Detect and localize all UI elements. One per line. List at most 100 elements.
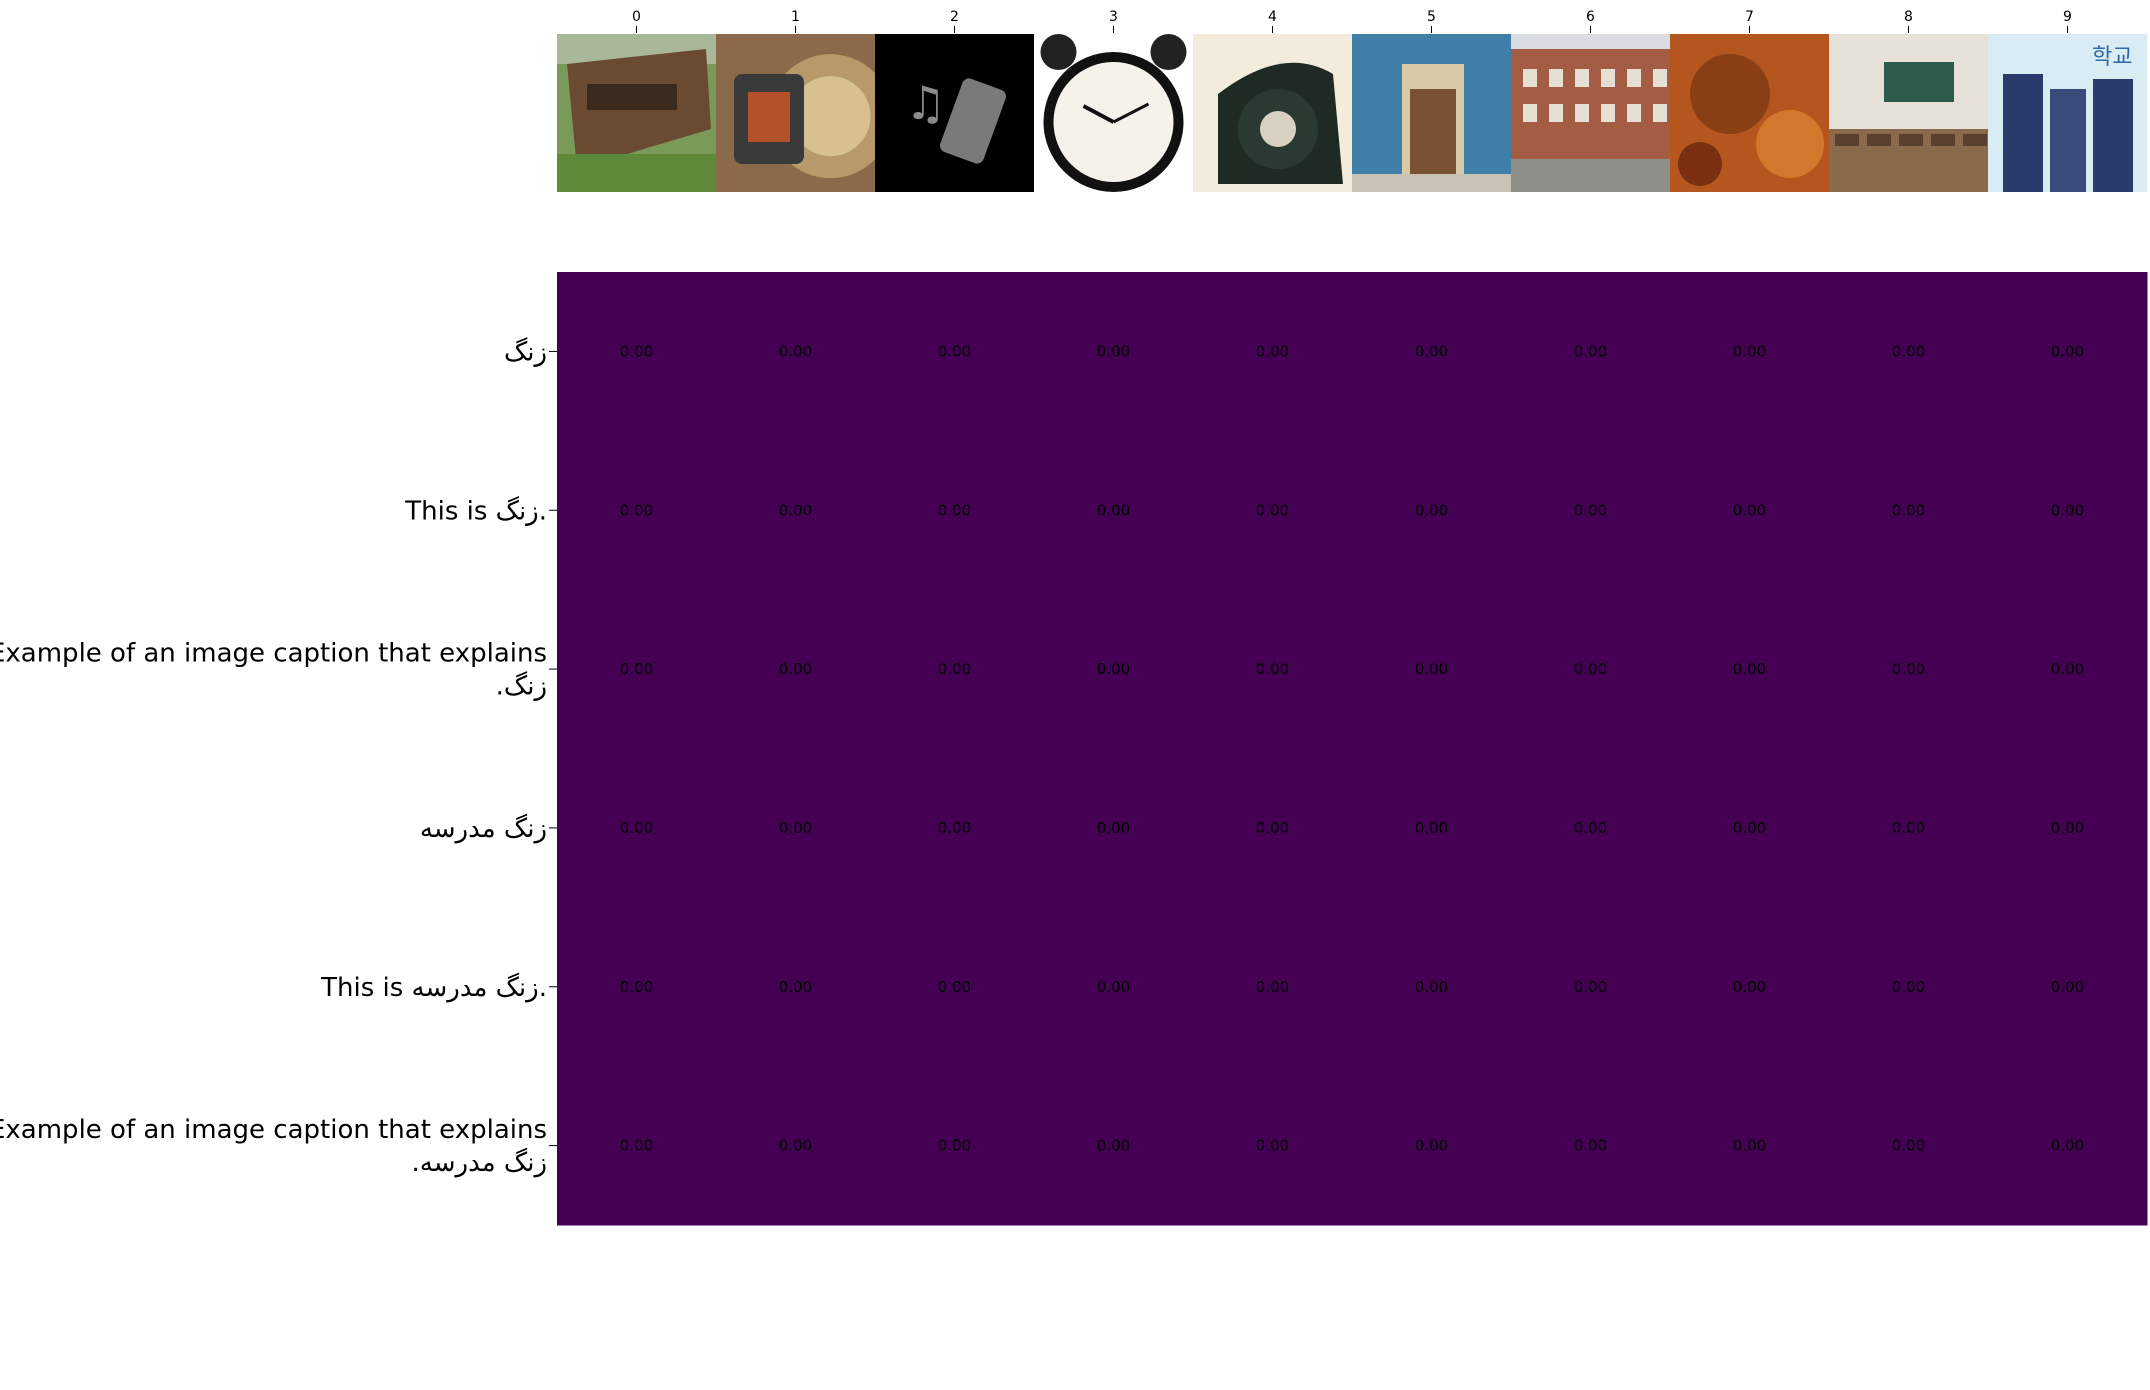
heatmap-cell xyxy=(1193,748,1353,908)
cell-value-label: 0.00 xyxy=(1733,342,1766,360)
cell-value-label: 0.00 xyxy=(938,819,971,837)
heatmap-cell xyxy=(1193,272,1353,432)
heatmap-cell xyxy=(1829,589,1989,749)
heatmap-cell xyxy=(557,589,717,749)
y-tick-label: زنگ. xyxy=(496,671,547,702)
svg-text:♫: ♫ xyxy=(905,76,946,130)
thumbnail-empty-classroom xyxy=(1829,34,1988,192)
thumbnail-korean-school-drama-poster: 학교 xyxy=(1988,34,2147,192)
heatmap-cell xyxy=(1988,430,2148,591)
cell-value-label: 0.00 xyxy=(779,819,812,837)
cell-value-label: 0.00 xyxy=(620,1137,653,1155)
heatmap-cell xyxy=(1034,589,1194,749)
heatmap-cell xyxy=(1670,589,1830,749)
heatmap-cell xyxy=(1034,1066,1194,1226)
y-tick-label: This is زنگ. xyxy=(404,495,547,526)
cell-value-label: 0.00 xyxy=(1574,501,1607,519)
x-tick-label: 3 xyxy=(1109,9,1118,25)
cell-value-label: 0.00 xyxy=(1733,978,1766,996)
x-tick-label: 6 xyxy=(1586,9,1595,25)
cell-value-label: 0.00 xyxy=(1097,501,1130,519)
cell-value-label: 0.00 xyxy=(1256,342,1289,360)
cell-value-label: 0.00 xyxy=(620,660,653,678)
cell-value-label: 0.00 xyxy=(938,501,971,519)
heatmap-cell xyxy=(716,430,876,591)
heatmap-cell xyxy=(875,748,1035,908)
cell-value-label: 0.00 xyxy=(620,978,653,996)
cell-value-label: 0.00 xyxy=(938,660,971,678)
cell-value-label: 0.00 xyxy=(1415,342,1448,360)
heatmap-cell xyxy=(557,748,717,908)
heatmap-cell xyxy=(1034,430,1194,591)
thumbnail-rusty-abandoned-railway-carriage xyxy=(557,34,716,192)
x-tick-label: 7 xyxy=(1745,9,1754,25)
heatmap-cell xyxy=(716,748,876,908)
heatmap-cells: 0.00 0.00 0.00 0.00 0.00 0.00 0.00 0.00 0.00 0.00… xyxy=(557,272,2148,1226)
y-tick-label: This is زنگ مدرسه. xyxy=(320,972,547,1003)
x-tick-label: 4 xyxy=(1268,9,1277,25)
cell-value-label: 0.00 xyxy=(1892,819,1925,837)
cell-value-label: 0.00 xyxy=(620,342,653,360)
heatmap-cell xyxy=(1352,589,1512,749)
cell-value-label: 0.00 xyxy=(2051,819,2084,837)
cell-value-label: 0.00 xyxy=(779,1137,812,1155)
heatmap-cell xyxy=(716,272,876,432)
heatmap-cell xyxy=(1829,1066,1989,1226)
heatmap-cell xyxy=(1988,272,2148,432)
cell-value-label: 0.00 xyxy=(1256,501,1289,519)
heatmap-cell xyxy=(1829,907,1989,1067)
thumbnail-analog-alarm-clock xyxy=(1034,34,1193,192)
cell-value-label: 0.00 xyxy=(779,342,812,360)
cell-value-label: 0.00 xyxy=(1733,1137,1766,1155)
cell-value-label: 0.00 xyxy=(620,819,653,837)
cell-value-label: 0.00 xyxy=(1892,978,1925,996)
heatmap-cell xyxy=(1670,1066,1830,1226)
thumbnail-open-electric-bell-mechanism xyxy=(716,34,875,192)
cell-value-label: 0.00 xyxy=(1574,660,1607,678)
cell-value-label: 0.00 xyxy=(779,660,812,678)
heatmap-cell xyxy=(1193,1066,1353,1226)
heatmap-cell xyxy=(875,589,1035,749)
heatmap-cell xyxy=(1193,589,1353,749)
cell-value-label: 0.00 xyxy=(1733,819,1766,837)
cell-value-label: 0.00 xyxy=(1097,660,1130,678)
y-tick-label: زنگ مدرسه. xyxy=(412,1147,547,1178)
heatmap-cell xyxy=(557,430,717,591)
cell-value-label: 0.00 xyxy=(2051,1137,2084,1155)
x-axis-ticks: 0 1 2 3 4 5 6 7 8 9 xyxy=(632,9,2072,33)
cell-value-label: 0.00 xyxy=(1892,1137,1925,1155)
heatmap-cell xyxy=(875,430,1035,591)
heatmap-cell xyxy=(1670,430,1830,591)
cell-value-label: 0.00 xyxy=(1097,819,1130,837)
x-tick-label: 9 xyxy=(2063,9,2072,25)
cell-value-label: 0.00 xyxy=(1892,501,1925,519)
heatmap-cell xyxy=(557,907,717,1067)
y-tick-label: Example of an image caption that explain… xyxy=(0,1115,547,1145)
heatmap-cell xyxy=(1034,907,1194,1067)
cell-value-label: 0.00 xyxy=(1415,660,1448,678)
y-tick-label: زنگ مدرسه xyxy=(420,813,547,844)
cell-value-label: 0.00 xyxy=(779,978,812,996)
heatmap-cell xyxy=(1193,430,1353,591)
poster-title-text: 학교 xyxy=(2092,45,2132,70)
x-tick-label: 8 xyxy=(1904,9,1913,25)
x-tick-label: 1 xyxy=(791,9,800,25)
cell-value-label: 0.00 xyxy=(620,501,653,519)
heatmap-cell xyxy=(1988,1066,2148,1226)
cell-value-label: 0.00 xyxy=(1574,819,1607,837)
cell-value-label: 0.00 xyxy=(779,501,812,519)
cell-value-label: 0.00 xyxy=(1097,1137,1130,1155)
heatmap-cell xyxy=(1034,748,1194,908)
cell-value-label: 0.00 xyxy=(2051,342,2084,360)
heatmap-cell xyxy=(1829,272,1989,432)
cell-value-label: 0.00 xyxy=(1574,978,1607,996)
cell-value-label: 0.00 xyxy=(1415,978,1448,996)
heatmap-cell xyxy=(1511,430,1671,591)
heatmap-cell xyxy=(1352,430,1512,591)
heatmap-cell xyxy=(1988,907,2148,1067)
heatmap-cell xyxy=(875,907,1035,1067)
cell-value-label: 0.00 xyxy=(1574,1137,1607,1155)
cell-value-label: 0.00 xyxy=(2051,660,2084,678)
cell-value-label: 0.00 xyxy=(1256,978,1289,996)
heatmap-cell xyxy=(1511,272,1671,432)
